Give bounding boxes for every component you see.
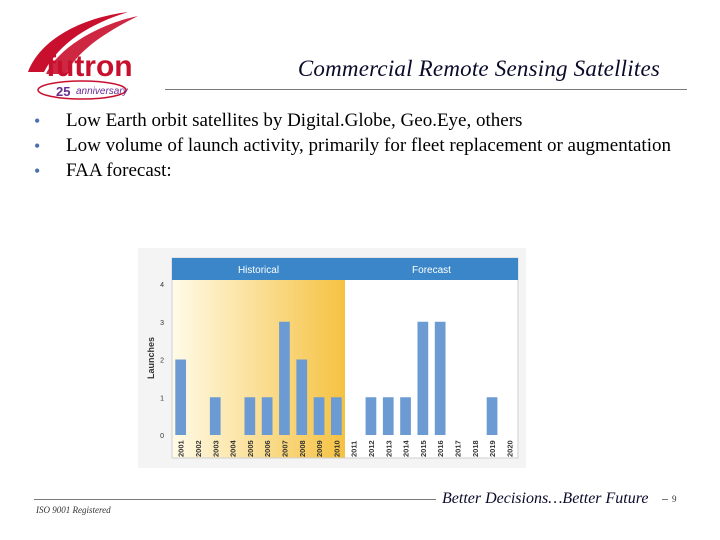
x-tick-label: 2014 [402, 439, 411, 457]
slide-title: Commercial Remote Sensing Satellites [297, 56, 660, 81]
x-tick-label: 2009 [315, 440, 324, 457]
x-tick-label: 2018 [471, 440, 480, 457]
y-tick-label: 0 [160, 433, 164, 440]
x-tick-label: 2013 [384, 440, 393, 457]
x-tick-label: 2017 [453, 440, 462, 457]
page-number: 9 [672, 494, 677, 504]
x-tick-label: 2003 [211, 440, 220, 457]
header-forecast-label: Forecast [412, 265, 451, 276]
bar-2014 [400, 397, 411, 435]
footer-divider-right [662, 499, 668, 500]
x-tick-label: 2020 [505, 440, 514, 457]
bar-2010 [330, 397, 342, 435]
x-tick-label: 2008 [298, 440, 307, 457]
x-tick-label: 2004 [229, 439, 238, 457]
bar-2012 [365, 397, 377, 435]
x-tick-label: 2002 [194, 440, 203, 457]
bullet-text: Low Earth orbit satellites by Digital.Gl… [66, 110, 523, 131]
y-tick-label: 1 [160, 395, 164, 402]
bar-2003 [209, 397, 221, 435]
launch-forecast-chart: Historical Forecast 0 1 2 3 4 2001 2002 2003 20… [138, 248, 526, 468]
bar-2016 [434, 321, 446, 435]
title-divider [165, 89, 687, 90]
x-tick-label: 2007 [280, 440, 289, 457]
bullet-list: • Low Earth orbit satellites by Digital.G… [34, 109, 684, 184]
bullet-item: • Low Earth orbit satellites by Digital.G… [34, 109, 684, 133]
bar-2008 [296, 359, 308, 435]
bullet-icon: • [34, 161, 41, 181]
y-axis-label: Launches [146, 337, 156, 379]
x-tick-label: 2005 [246, 440, 255, 457]
header-historical-label: Historical [238, 265, 279, 276]
footer-divider-left [34, 499, 436, 500]
bar-2013 [382, 397, 394, 435]
bar-2007 [279, 321, 290, 435]
bullet-item: • FAA forecast: [34, 159, 684, 183]
logo-anniversary-text: anniversary [76, 86, 129, 97]
bullet-text: Low volume of launch activity, primarily… [66, 135, 671, 156]
bullet-icon: • [34, 111, 41, 131]
x-tick-label: 2015 [419, 440, 428, 457]
bar-2001 [175, 359, 187, 435]
chart-header-band [172, 258, 518, 280]
bar-2009 [313, 397, 325, 435]
x-tick-label: 2006 [263, 440, 272, 457]
bullet-icon: • [34, 136, 41, 156]
iso-registration: ISO 9001 Registered [36, 505, 111, 515]
futron-logo: futron 25 anniversary [28, 12, 138, 100]
bar-2019 [486, 397, 498, 435]
bar-2005 [244, 397, 256, 435]
x-tick-label: 2019 [488, 440, 497, 457]
x-tick-label: 2012 [367, 440, 376, 457]
bar-2015 [417, 321, 429, 435]
bar-2006 [261, 397, 273, 435]
y-tick-label: 3 [160, 320, 164, 327]
logo-wordmark: futron [46, 50, 133, 83]
logo-anniversary-number: 25 [56, 84, 70, 99]
footer-tagline: Better Decisions…Better Future [442, 490, 649, 507]
x-tick-label: 2011 [350, 441, 359, 457]
x-tick-label: 2016 [436, 440, 445, 457]
x-tick-label: 2001 [177, 440, 186, 457]
x-tick-label: 2010 [332, 440, 341, 457]
bullet-item: • Low volume of launch activity, primaril… [34, 134, 684, 158]
y-tick-label: 4 [160, 282, 164, 289]
bullet-text: FAA forecast: [66, 160, 172, 181]
y-tick-label: 2 [160, 358, 164, 365]
